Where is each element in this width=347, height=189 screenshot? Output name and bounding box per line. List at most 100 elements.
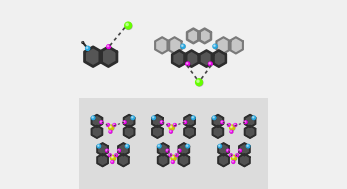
Circle shape (107, 45, 109, 47)
Circle shape (232, 156, 237, 161)
Circle shape (245, 121, 247, 124)
Circle shape (170, 131, 172, 133)
Circle shape (230, 131, 233, 133)
Circle shape (169, 154, 172, 157)
Polygon shape (184, 125, 195, 138)
Circle shape (131, 116, 135, 120)
Circle shape (232, 161, 233, 162)
Circle shape (176, 154, 177, 155)
Circle shape (186, 145, 188, 146)
Polygon shape (118, 143, 129, 156)
Polygon shape (185, 50, 198, 67)
Polygon shape (187, 29, 200, 43)
Circle shape (212, 116, 216, 120)
Polygon shape (158, 154, 169, 166)
Polygon shape (245, 125, 255, 138)
Circle shape (118, 149, 120, 152)
Circle shape (184, 121, 185, 122)
Circle shape (178, 149, 181, 152)
Circle shape (118, 149, 121, 152)
Circle shape (111, 155, 116, 160)
Circle shape (253, 117, 254, 118)
Circle shape (167, 124, 170, 126)
Circle shape (170, 131, 171, 132)
Circle shape (132, 117, 133, 118)
Circle shape (236, 154, 237, 155)
Circle shape (100, 121, 101, 122)
Polygon shape (155, 37, 169, 53)
Circle shape (113, 124, 115, 125)
Circle shape (100, 121, 103, 124)
Circle shape (186, 62, 190, 66)
Circle shape (239, 149, 242, 152)
Circle shape (171, 156, 176, 161)
Polygon shape (100, 47, 117, 67)
Circle shape (158, 145, 161, 148)
Circle shape (172, 156, 174, 158)
Polygon shape (218, 154, 229, 166)
Circle shape (152, 116, 156, 120)
Polygon shape (217, 37, 230, 53)
Circle shape (221, 121, 222, 122)
Circle shape (105, 149, 108, 152)
Circle shape (109, 154, 111, 156)
Circle shape (229, 154, 232, 156)
Circle shape (169, 125, 174, 130)
Circle shape (109, 125, 113, 130)
Circle shape (213, 44, 217, 48)
Circle shape (174, 124, 176, 126)
Polygon shape (124, 125, 135, 138)
Circle shape (218, 144, 222, 148)
Circle shape (160, 121, 163, 124)
Polygon shape (97, 143, 108, 156)
Circle shape (107, 45, 111, 49)
Polygon shape (218, 143, 229, 156)
Circle shape (111, 161, 114, 163)
Circle shape (244, 121, 247, 124)
Circle shape (234, 124, 237, 126)
Polygon shape (198, 29, 211, 43)
Circle shape (166, 149, 169, 152)
Circle shape (109, 125, 114, 130)
Circle shape (158, 144, 161, 148)
Circle shape (219, 145, 220, 146)
Circle shape (236, 154, 238, 156)
Circle shape (197, 80, 199, 82)
Circle shape (107, 45, 110, 49)
Circle shape (86, 46, 90, 50)
Circle shape (115, 154, 118, 156)
Circle shape (196, 79, 202, 86)
Circle shape (126, 145, 127, 146)
Circle shape (126, 23, 128, 26)
Circle shape (124, 121, 126, 124)
Circle shape (209, 62, 212, 66)
Polygon shape (172, 50, 186, 67)
Circle shape (124, 121, 125, 122)
Circle shape (181, 44, 185, 48)
Circle shape (218, 145, 222, 148)
Circle shape (82, 42, 83, 43)
Polygon shape (200, 50, 213, 67)
Circle shape (168, 124, 169, 125)
Circle shape (86, 47, 88, 48)
Circle shape (111, 160, 114, 163)
Circle shape (184, 121, 187, 124)
Circle shape (234, 124, 235, 125)
Circle shape (252, 116, 256, 120)
Polygon shape (239, 154, 250, 166)
Circle shape (236, 154, 239, 157)
Circle shape (100, 121, 103, 124)
Circle shape (170, 126, 172, 128)
Circle shape (106, 149, 109, 152)
Circle shape (115, 154, 118, 157)
Circle shape (153, 117, 154, 118)
Circle shape (181, 45, 185, 49)
Circle shape (98, 145, 101, 148)
Circle shape (209, 62, 212, 66)
Circle shape (213, 45, 218, 49)
Circle shape (107, 124, 108, 125)
Circle shape (230, 125, 235, 130)
Circle shape (245, 121, 246, 122)
Circle shape (214, 45, 215, 46)
Circle shape (230, 154, 231, 155)
